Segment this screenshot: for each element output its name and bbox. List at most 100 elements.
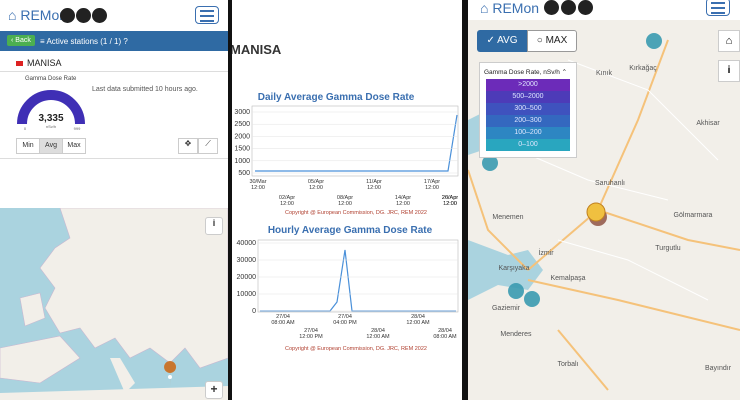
back-text: Back: [15, 37, 31, 44]
station-pin[interactable]: [164, 361, 177, 387]
station-name: MANISA: [16, 58, 62, 68]
station-marker[interactable]: [524, 291, 540, 307]
twitter[interactable]: [60, 8, 75, 23]
y-tick-label: 40000: [237, 240, 257, 247]
x-tick-label: 27/04: [304, 328, 318, 334]
x-tick-time: 12:00: [338, 201, 352, 207]
home-button[interactable]: ⌂: [718, 30, 740, 52]
locate-button[interactable]: ✥: [178, 138, 198, 154]
back-button[interactable]: ‹ Back: [7, 35, 35, 46]
x-tick-label: 14/Apr: [395, 195, 411, 201]
menu-button[interactable]: [706, 0, 730, 16]
x-tick-time: 08:00 AM: [433, 334, 457, 340]
legend: Gamma Dose Rate, nSv/h ⌃ >2000 500–2000 30…: [479, 62, 577, 158]
x-tick-label: 05/Apr: [308, 179, 324, 185]
brand-text: REMon: [492, 0, 540, 16]
separator: [462, 0, 468, 400]
x-tick-time: 12:00: [396, 201, 410, 207]
gauge-arc: [17, 90, 85, 125]
brand: ⌂ REMon: [8, 7, 68, 23]
station-marker[interactable]: [482, 155, 498, 171]
place-label: İzmir: [538, 248, 554, 257]
gauge-min: 0: [24, 126, 27, 131]
selected-pin[interactable]: [586, 202, 606, 222]
y-tick-label: 0: [252, 308, 256, 315]
x-tick-time: 12:00: [367, 185, 381, 191]
x-tick-label: 28/04: [411, 314, 425, 320]
x-tick-time: 12:00 PM: [299, 334, 323, 340]
place-label: Saruhanlı: [595, 180, 625, 187]
hourly-copyright: Copyright @ European Commission, DG. JRC…: [285, 346, 427, 352]
stat-button[interactable]: Max: [62, 138, 86, 154]
info-button[interactable]: i: [205, 217, 223, 235]
x-tick-label: 02/Apr: [279, 195, 295, 201]
x-tick-time: 12:00: [280, 201, 294, 207]
station-count-text: Active stations (1 / 1): [46, 37, 122, 46]
place-label: Turgutlu: [655, 245, 681, 252]
place-label: Gaziemir: [492, 305, 521, 312]
station-heading: MANISA: [232, 42, 282, 57]
twitter[interactable]: [544, 0, 559, 15]
info-button[interactable]: i: [718, 60, 740, 82]
place-label: Gölmarmara: [674, 212, 713, 219]
station-marker[interactable]: [646, 33, 662, 49]
x-tick-label: 20/Apr: [442, 195, 458, 201]
gauge: 3,335 nSv/h 0 999: [17, 90, 85, 131]
menu-button[interactable]: [195, 6, 219, 24]
facebook[interactable]: [561, 0, 576, 15]
legend-item: 100–200: [486, 127, 570, 139]
place-label: Bayındır: [705, 365, 732, 372]
station-text: MANISA: [27, 58, 62, 68]
google[interactable]: [578, 0, 593, 15]
place-label: Menderes: [500, 331, 532, 338]
gauge-unit: nSv/h: [46, 124, 56, 129]
divider: [0, 71, 228, 72]
gauge-max: 999: [74, 126, 81, 131]
zoom-in[interactable]: +: [205, 381, 223, 399]
right-panel: Kırkağaç Kınık Akhisar Saruhanlı Gölmarmara M…: [468, 0, 740, 400]
last-data: Last data submitted 10 hours ago.: [92, 86, 198, 93]
place-label: Akhisar: [696, 120, 720, 127]
avg-toggle[interactable]: ✓ AVG: [477, 30, 527, 52]
max-toggle[interactable]: ○ MAX: [527, 30, 577, 52]
place-label: Menemen: [492, 214, 523, 221]
x-tick-label: 27/04: [338, 314, 352, 320]
hourly-line: [260, 249, 456, 312]
left-panel: ⌂ REMon ‹ Back ≡ Active stations (1 / 1)…: [0, 0, 228, 400]
brand: ⌂ REMon: [480, 0, 540, 16]
y-tick-label: 2500: [234, 121, 250, 128]
gauge-title: Gamma Dose Rate: [25, 76, 77, 82]
brand-text: REMon: [20, 7, 68, 23]
place-label: Torbalı: [557, 361, 578, 368]
x-tick-label: 27/04: [276, 314, 290, 320]
avg-text: AVG: [497, 35, 518, 46]
europe-map: [0, 208, 228, 400]
y-tick-label: 30000: [237, 257, 257, 264]
x-tick-time: 12:00: [251, 185, 265, 191]
x-tick-time: 08:00 AM: [271, 320, 295, 326]
max-text: MAX: [545, 35, 568, 46]
chart-button[interactable]: ⟋: [198, 138, 218, 154]
middle-panel: MANISA Daily Average Gamma Dose Rate Cop…: [232, 0, 462, 400]
facebook[interactable]: [76, 8, 91, 23]
x-tick-time: 12:00: [425, 185, 439, 191]
x-tick-time: 12:00: [309, 185, 323, 191]
y-tick-label: 500: [238, 170, 250, 177]
stat-button[interactable]: Avg: [39, 138, 63, 154]
station-count: ≡ Active stations (1 / 1) ?: [40, 37, 128, 46]
stat-button[interactable]: Min: [16, 138, 40, 154]
x-tick-time: 12:00 AM: [366, 334, 390, 340]
station-marker[interactable]: [508, 283, 524, 299]
y-tick-label: 20000: [237, 274, 257, 281]
place-label: Kırkağaç: [629, 65, 657, 72]
x-tick-label: 28/04: [438, 328, 452, 334]
daily-copyright: Copyright @ European Commission, DG. JRC…: [285, 210, 427, 216]
legend-item: 300–500: [486, 103, 570, 115]
charts: Daily Average Gamma Dose Rate Copyright …: [234, 92, 459, 352]
x-tick-label: 30/Mar: [249, 179, 266, 185]
y-tick-label: 10000: [237, 291, 257, 298]
station-bar: [0, 31, 228, 51]
header: [468, 0, 740, 20]
google[interactable]: [92, 8, 107, 23]
